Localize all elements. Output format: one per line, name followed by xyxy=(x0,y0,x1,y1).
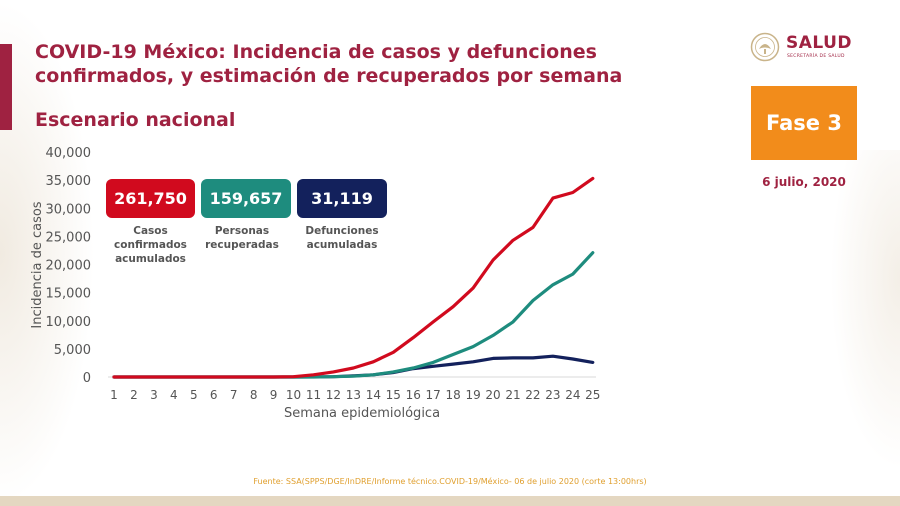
page-subtitle: Escenario nacional xyxy=(35,109,236,131)
phase-badge: Fase 3 xyxy=(751,86,857,160)
y-tick-label: 40,000 xyxy=(46,146,92,161)
stat-recovered-box: 159,657 xyxy=(201,179,291,218)
series-line-confirmed xyxy=(112,176,595,379)
logo-text: SALUD xyxy=(786,33,853,53)
x-tick-label: 4 xyxy=(170,388,178,402)
x-tick-label: 20 xyxy=(485,388,500,402)
salud-logo: SALUD SECRETARÍA DE SALUD xyxy=(750,30,860,70)
stat-confirmed-box: 261,750 xyxy=(106,179,195,218)
y-tick-label: 30,000 xyxy=(46,202,92,217)
x-tick-label: 23 xyxy=(545,388,560,402)
y-tick-label: 35,000 xyxy=(46,174,92,189)
stat-recovered-label: Personas recuperadas xyxy=(205,225,279,251)
x-tick-label: 19 xyxy=(465,388,480,402)
x-tick-label: 14 xyxy=(366,388,381,402)
y-tick-label: 5,000 xyxy=(54,343,91,358)
x-tick-label: 25 xyxy=(585,388,600,402)
x-tick-label: 15 xyxy=(386,388,401,402)
x-tick-label: 5 xyxy=(190,388,198,402)
x-tick-label: 6 xyxy=(210,388,218,402)
y-axis-title: Incidencia de casos xyxy=(30,201,45,328)
stat-recovered-value: 159,657 xyxy=(209,189,283,208)
x-tick-label: 24 xyxy=(565,388,580,402)
report-date: 6 julio, 2020 xyxy=(762,175,846,189)
x-tick-label: 16 xyxy=(406,388,421,402)
stat-deaths-box: 31,119 xyxy=(297,179,387,218)
x-tick-label: 22 xyxy=(525,388,540,402)
x-axis-title: Semana epidemiológica xyxy=(284,406,440,421)
x-tick-label: 13 xyxy=(346,388,361,402)
stat-confirmed-value: 261,750 xyxy=(114,189,187,208)
source-footer: Fuente: SSA(SPPS/DGE/InDRE/Informe técni… xyxy=(253,477,647,486)
x-tick-label: 2 xyxy=(130,388,138,402)
stat-confirmed-label: Casos confirmados acumulados xyxy=(114,225,187,265)
x-tick-label: 10 xyxy=(286,388,301,402)
background-pattern-right xyxy=(830,150,900,470)
stat-deaths-label: Defunciones acumuladas xyxy=(305,225,379,251)
x-tick-label: 1 xyxy=(110,388,118,402)
y-tick-label: 15,000 xyxy=(46,287,92,302)
x-tick-label: 7 xyxy=(230,388,238,402)
x-tick-label: 9 xyxy=(270,388,278,402)
y-tick-label: 0 xyxy=(83,371,91,386)
x-tick-label: 21 xyxy=(505,388,520,402)
background-pattern-left xyxy=(0,0,95,506)
x-tick-label: 3 xyxy=(150,388,158,402)
x-tick-label: 8 xyxy=(250,388,258,402)
logo-subtext: SECRETARÍA DE SALUD xyxy=(787,54,845,59)
eagle-seal-icon xyxy=(750,32,780,62)
x-tick-label: 12 xyxy=(326,388,341,402)
title-accent-bar xyxy=(0,44,12,130)
y-tick-label: 10,000 xyxy=(46,315,92,330)
stat-deaths-value: 31,119 xyxy=(311,189,373,208)
x-tick-label: 11 xyxy=(306,388,321,402)
bottom-band xyxy=(0,496,900,506)
y-tick-label: 20,000 xyxy=(46,259,92,274)
y-tick-label: 25,000 xyxy=(46,230,92,245)
page-title: COVID-19 México: Incidencia de casos y d… xyxy=(35,41,623,87)
x-tick-label: 18 xyxy=(446,388,461,402)
x-tick-label: 17 xyxy=(426,388,441,402)
